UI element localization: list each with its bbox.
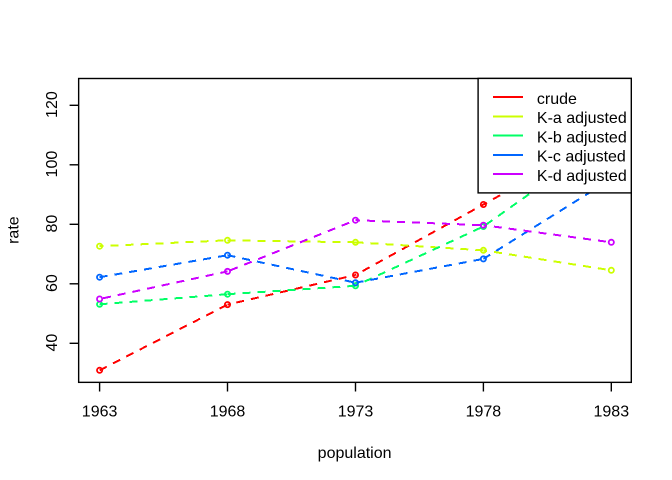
svg-text:rate: rate bbox=[5, 216, 22, 244]
svg-text:60: 60 bbox=[44, 274, 61, 292]
svg-text:1978: 1978 bbox=[466, 403, 502, 420]
svg-text:120: 120 bbox=[44, 91, 61, 118]
svg-text:80: 80 bbox=[44, 215, 61, 233]
svg-text:K-d adjusted: K-d adjusted bbox=[537, 168, 627, 185]
svg-text:1973: 1973 bbox=[338, 403, 374, 420]
svg-text:population: population bbox=[318, 445, 392, 462]
svg-text:1983: 1983 bbox=[594, 403, 630, 420]
svg-text:crude: crude bbox=[537, 91, 577, 108]
svg-text:K-b adjusted: K-b adjusted bbox=[537, 129, 627, 146]
svg-text:K-a adjusted: K-a adjusted bbox=[537, 110, 627, 127]
svg-text:K-c adjusted: K-c adjusted bbox=[537, 149, 626, 166]
svg-text:100: 100 bbox=[44, 151, 61, 178]
svg-text:1968: 1968 bbox=[210, 403, 246, 420]
svg-text:40: 40 bbox=[44, 334, 61, 352]
svg-text:1963: 1963 bbox=[82, 403, 118, 420]
